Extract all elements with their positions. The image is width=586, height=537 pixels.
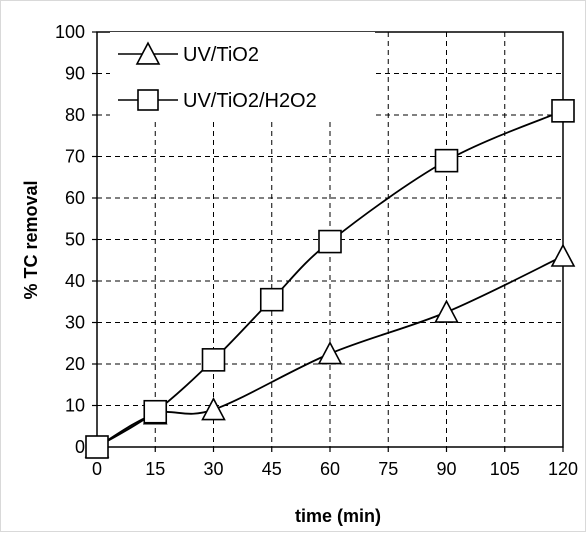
series-markers [84,99,576,459]
triangle-marker [317,341,343,365]
x-tick-label: 105 [490,459,520,479]
x-tick-label: 15 [145,459,165,479]
y-axis-title: % TC removal [21,180,41,299]
x-tick-label: 90 [436,459,456,479]
legend-triangle-icon [135,41,161,65]
y-tick-label: 30 [65,313,85,333]
x-axis-title: time (min) [295,506,381,526]
triangle-marker [550,243,576,267]
x-tick-label: 60 [320,459,340,479]
x-tick-label: 45 [262,459,282,479]
x-tick-label: 120 [548,459,578,479]
square-marker [85,435,109,459]
square-marker [434,148,459,173]
y-tick-label: 20 [65,354,85,374]
gridlines [97,32,563,447]
y-tick-label: 80 [65,105,85,125]
y-tick-label: 0 [75,437,85,457]
triangle-marker [201,397,226,421]
square-marker [551,99,575,123]
legend: UV/TiO2 UV/TiO2/H2O2 [110,32,375,122]
square-marker [318,229,342,254]
y-tick-label: 40 [65,271,85,291]
y-tick-label: 90 [65,64,85,84]
x-tick-label: 75 [378,459,398,479]
legend-square-icon [137,89,159,111]
square-marker [201,348,226,372]
x-tick-label: 30 [203,459,223,479]
y-axis-ticks: 0 10 20 30 40 50 60 70 80 90 100 [55,22,97,457]
square-marker [143,399,168,424]
triangle-marker [434,299,459,323]
y-tick-label: 100 [55,22,85,42]
x-axis-ticks: 0 15 30 45 60 75 90 105 120 [92,447,578,479]
y-tick-label: 70 [65,147,85,167]
legend-label-uv-tio2: UV/TiO2 [183,44,259,66]
y-tick-label: 50 [65,230,85,250]
legend-label-uv-tio2-h2o2: UV/TiO2/H2O2 [183,90,317,112]
square-marker [259,287,284,312]
x-tick-label: 0 [92,459,102,479]
y-tick-label: 10 [65,396,85,416]
y-tick-label: 60 [65,188,85,208]
